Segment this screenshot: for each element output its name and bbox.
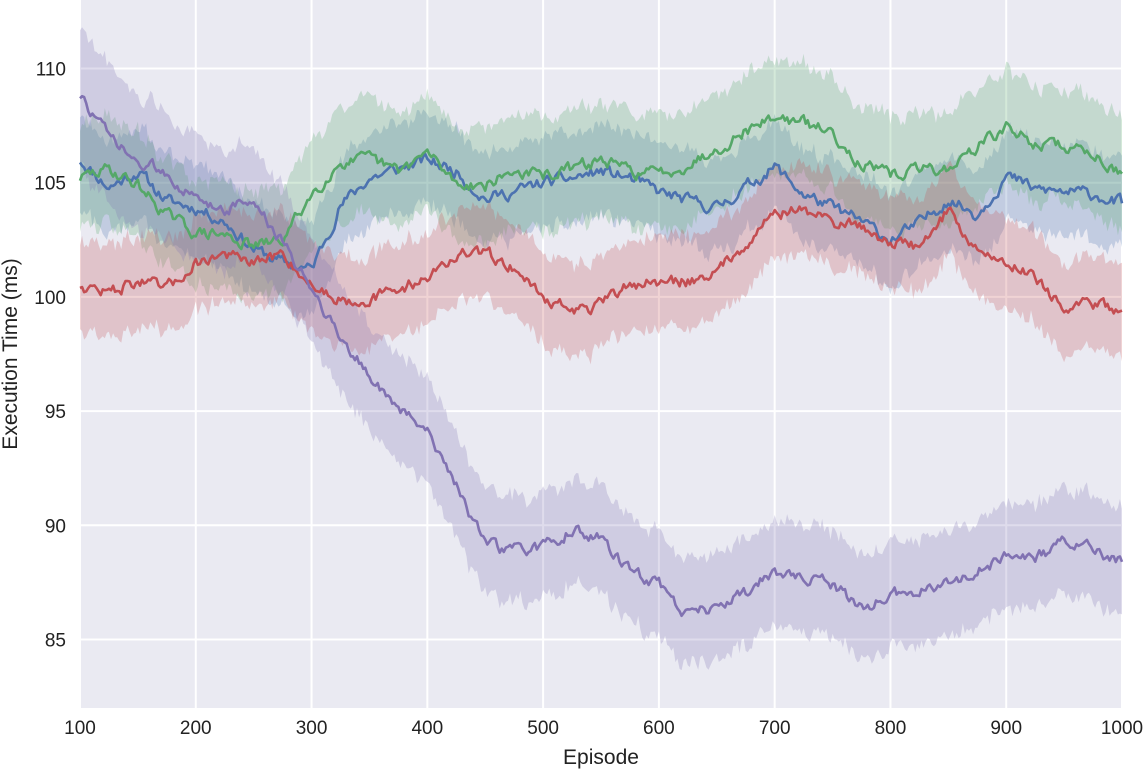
y-tick-label: 90 <box>45 516 66 537</box>
plot-background <box>80 0 1122 708</box>
y-tick-label: 95 <box>45 402 66 423</box>
x-tick-label: 100 <box>64 718 96 739</box>
x-tick-label: 800 <box>875 718 907 739</box>
series-band-3 <box>80 158 1122 365</box>
x-axis-label: Episode <box>563 746 639 769</box>
y-tick-label: 100 <box>34 288 66 309</box>
y-tick-label: 85 <box>45 630 66 651</box>
confidence-bands <box>80 27 1122 671</box>
x-tick-label: 600 <box>643 718 675 739</box>
series-line-4 <box>79 94 1124 618</box>
x-tick-label: 300 <box>296 718 328 739</box>
series-band-2 <box>80 53 1122 304</box>
x-tick-label: 700 <box>759 718 791 739</box>
x-tick-label: 400 <box>411 718 443 739</box>
series-line-1 <box>78 152 1124 272</box>
x-axis-ticks: 100 200 300 400 500 600 700 800 900 1000 <box>64 718 1143 739</box>
series-band-4 <box>80 27 1122 671</box>
y-axis-ticks: 85 90 95 100 105 110 <box>34 60 66 652</box>
y-axis-label: Execution Time (ms) <box>0 258 22 449</box>
grid-lines <box>79 0 1123 708</box>
x-tick-label: 500 <box>527 718 559 739</box>
series-line-2 <box>78 114 1123 251</box>
series-lines <box>78 94 1124 618</box>
x-tick-label: 1000 <box>1101 718 1143 739</box>
x-tick-label: 900 <box>990 718 1022 739</box>
series-band-1 <box>80 109 1122 320</box>
y-tick-label: 105 <box>34 174 66 195</box>
x-tick-label: 200 <box>180 718 212 739</box>
y-tick-label: 110 <box>36 60 66 81</box>
series-line-3 <box>79 205 1123 316</box>
